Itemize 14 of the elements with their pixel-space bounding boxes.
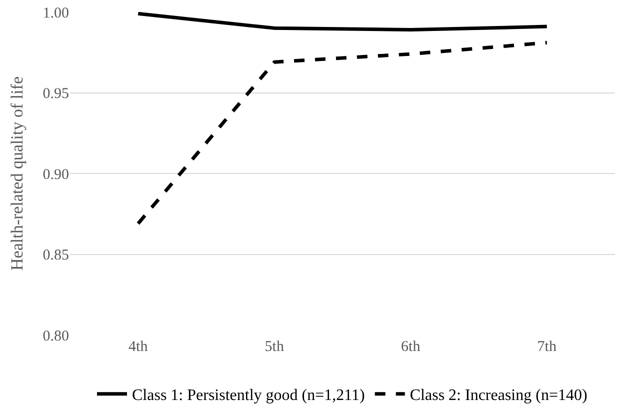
x-tick-label: 7th xyxy=(537,339,557,355)
y-tick-label: 0.80 xyxy=(42,328,69,344)
y-tick-label: 0.95 xyxy=(42,86,69,102)
line-series xyxy=(136,40,549,226)
y-tick-label: 1.00 xyxy=(42,5,69,22)
legend-label: Class 1: Persistently good (n=1,211) xyxy=(132,387,365,404)
y-tick-label: 0.90 xyxy=(42,166,69,183)
x-tick-label: 4th xyxy=(128,339,148,355)
x-tick-label: 6th xyxy=(401,339,421,355)
y-tick-label: 0.85 xyxy=(42,248,69,264)
y-axis-title: Health-related quality of life xyxy=(7,76,26,270)
x-tick-label: 5th xyxy=(264,339,284,355)
legend-label: Class 2: Increasing (n=140) xyxy=(410,387,588,404)
line-series xyxy=(136,12,549,32)
